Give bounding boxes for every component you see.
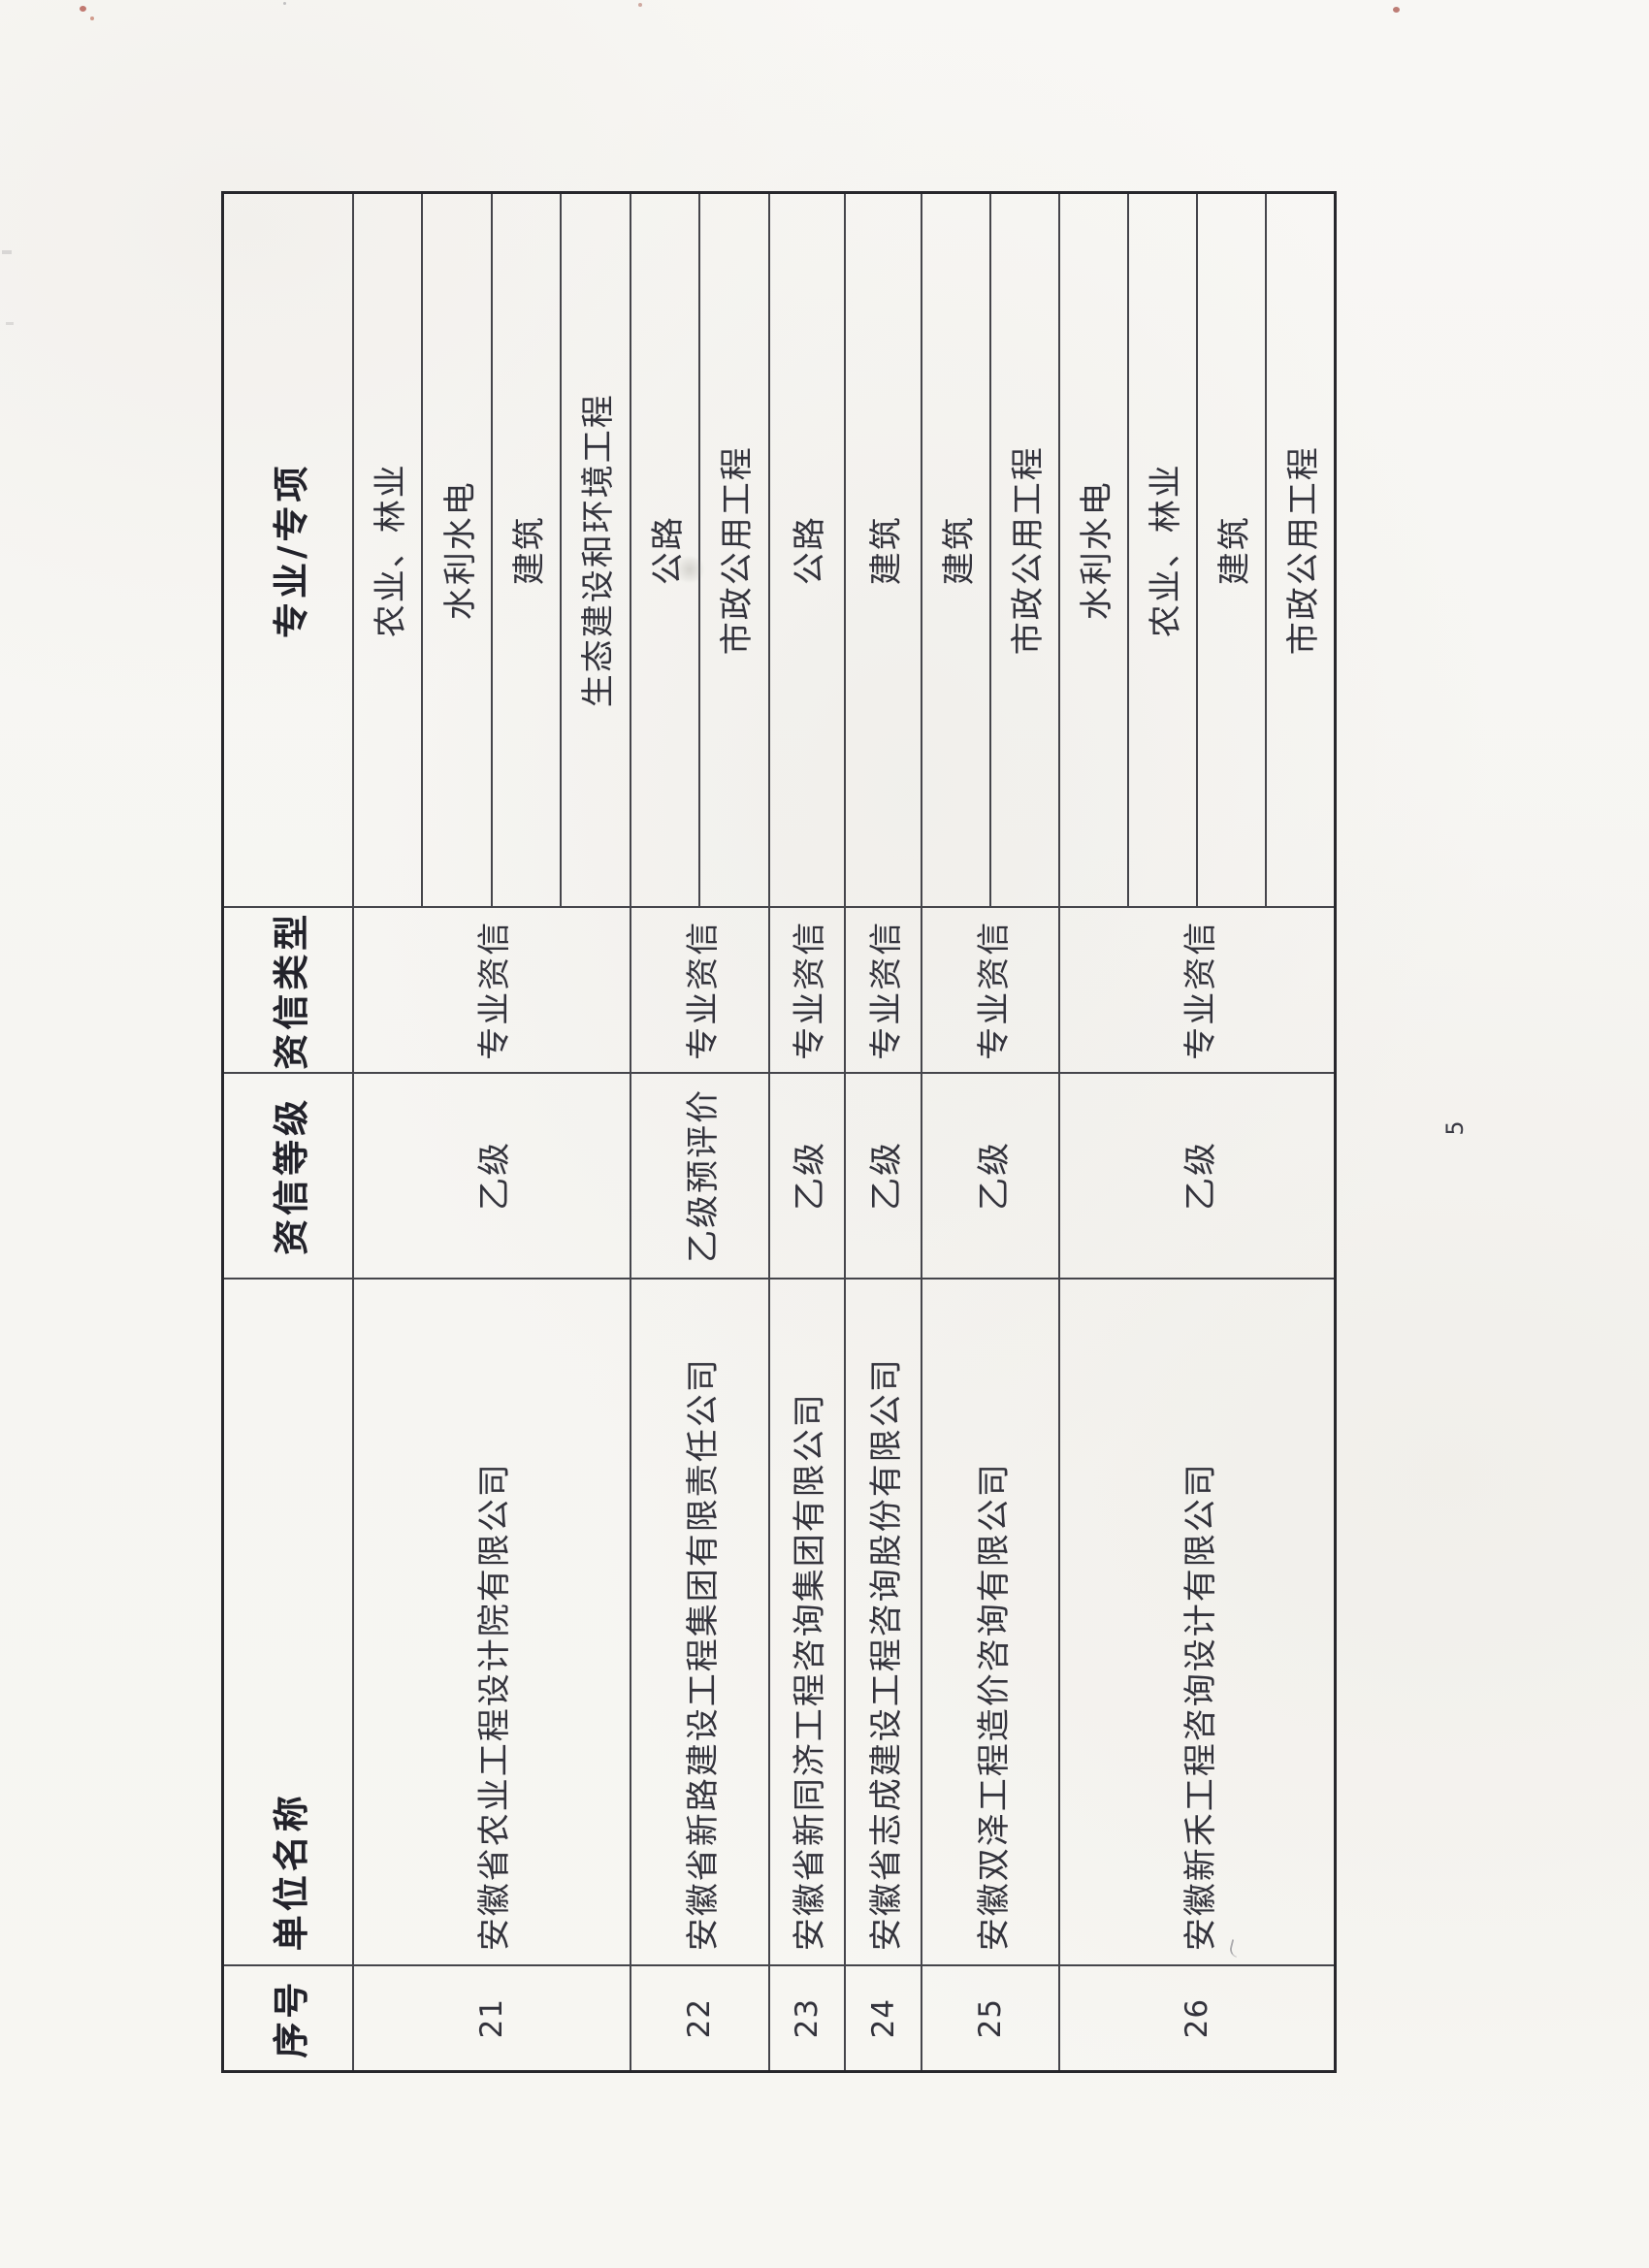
specialty-cell: 农业、林业 [353,194,424,907]
type-cell: 专业资信 [769,906,845,1073]
table-row: 23 安徽省新同济工程咨询集团有限公司 乙级 专业资信 公路 [769,194,847,2070]
grade-cell: 乙级 [769,1072,845,1278]
table-row: 25 安徽双泽工程造价咨询有限公司 乙级 专业资信 建筑 市政公用工程 [922,194,1061,2070]
specialty-cell-group: 公路 [770,194,845,906]
specialty-cell: 农业、林业 [1129,194,1199,907]
type-cell: 专业资信 [922,906,1059,1073]
name-cell: 安徽新禾工程咨询设计有限公司 [1060,1277,1335,1965]
table-row: 21 安徽省农业工程设计院有限公司 乙级 专业资信 农业、林业 水利水电 建筑 … [353,194,631,2070]
specialty-cell: 市政公用工程 [1009,445,1049,656]
grade-cell: 乙级 [922,1072,1059,1278]
seq-cell: 21 [353,1964,630,2070]
specialty-cell-group: 农业、林业 水利水电 建筑 生态建设和环境工程 [353,194,630,907]
table-row: 26 安徽新禾工程咨询设计有限公司 乙级 专业资信 水利水电 农业、林业 建筑 … [1060,194,1335,2070]
table-row: 22 安徽省新路建设工程集团有限责任公司 乙级预评价 专业资信 公路 市政公用工… [630,194,770,2070]
specialty-cell: 公路 [630,194,701,907]
header-grade: 资信等级 [224,1072,352,1278]
table-row: 24 安徽省志成建设工程咨询股份有限公司 乙级 专业资信 建筑 [846,194,923,2070]
table-header-row: 序号 单位名称 资信等级 资信类型 专业/专项 [224,194,354,2070]
seq-cell: 24 [846,1964,922,2070]
seq-cell: 26 [1060,1964,1335,2070]
grade-cell: 乙级预评价 [630,1072,768,1278]
specialty-cell: 公路 [791,515,830,586]
specialty-cell: 建筑 [492,194,563,907]
type-cell: 专业资信 [353,906,630,1073]
specialty-cell: 水利水电 [423,194,493,907]
specialty-cell-group: 水利水电 农业、林业 建筑 市政公用工程 [1060,194,1334,907]
name-cell: 安徽省新同济工程咨询集团有限公司 [769,1277,845,1965]
name-cell: 安徽省新路建设工程集团有限责任公司 [630,1277,768,1965]
type-cell: 专业资信 [1060,906,1335,1073]
specialty-cell: 建筑 [867,515,907,586]
name-cell: 安徽省志成建设工程咨询股份有限公司 [846,1277,922,1965]
header-specialty: 专业/专项 [224,194,352,906]
specialty-cell: 市政公用工程 [718,445,758,656]
page-number: 5 [1441,1120,1469,1136]
grade-cell: 乙级 [353,1072,630,1278]
name-cell: 安徽省农业工程设计院有限公司 [353,1277,630,1965]
grade-cell: 乙级 [1060,1072,1335,1278]
grade-cell: 乙级 [846,1072,922,1278]
name-cell: 安徽双泽工程造价咨询有限公司 [922,1277,1059,1965]
seq-cell: 25 [922,1964,1059,2070]
header-specialty-label: 专业/专项 [270,462,312,638]
specialty-cell: 水利水电 [1060,194,1130,907]
specialty-cell: 市政公用工程 [1284,445,1324,656]
header-seq: 序号 [224,1964,352,2070]
specialty-cell: 建筑 [922,194,992,907]
specialty-cell: 生态建设和环境工程 [579,393,619,708]
specialty-cell-group: 公路 市政公用工程 [630,194,768,907]
specialty-cell-group: 建筑 [846,194,921,906]
seq-cell: 22 [630,1964,768,2070]
seq-cell: 23 [769,1964,845,2070]
header-type: 资信类型 [224,906,352,1073]
specialty-cell-group: 建筑 市政公用工程 [922,194,1058,907]
type-cell: 专业资信 [630,906,768,1073]
specialty-cell: 建筑 [1198,194,1268,907]
header-name: 单位名称 [224,1277,352,1965]
credit-rating-table: 序号 单位名称 资信等级 资信类型 专业/专项 21 安徽省农业工程设计院有限公… [221,191,1337,2073]
type-cell: 专业资信 [846,906,922,1073]
